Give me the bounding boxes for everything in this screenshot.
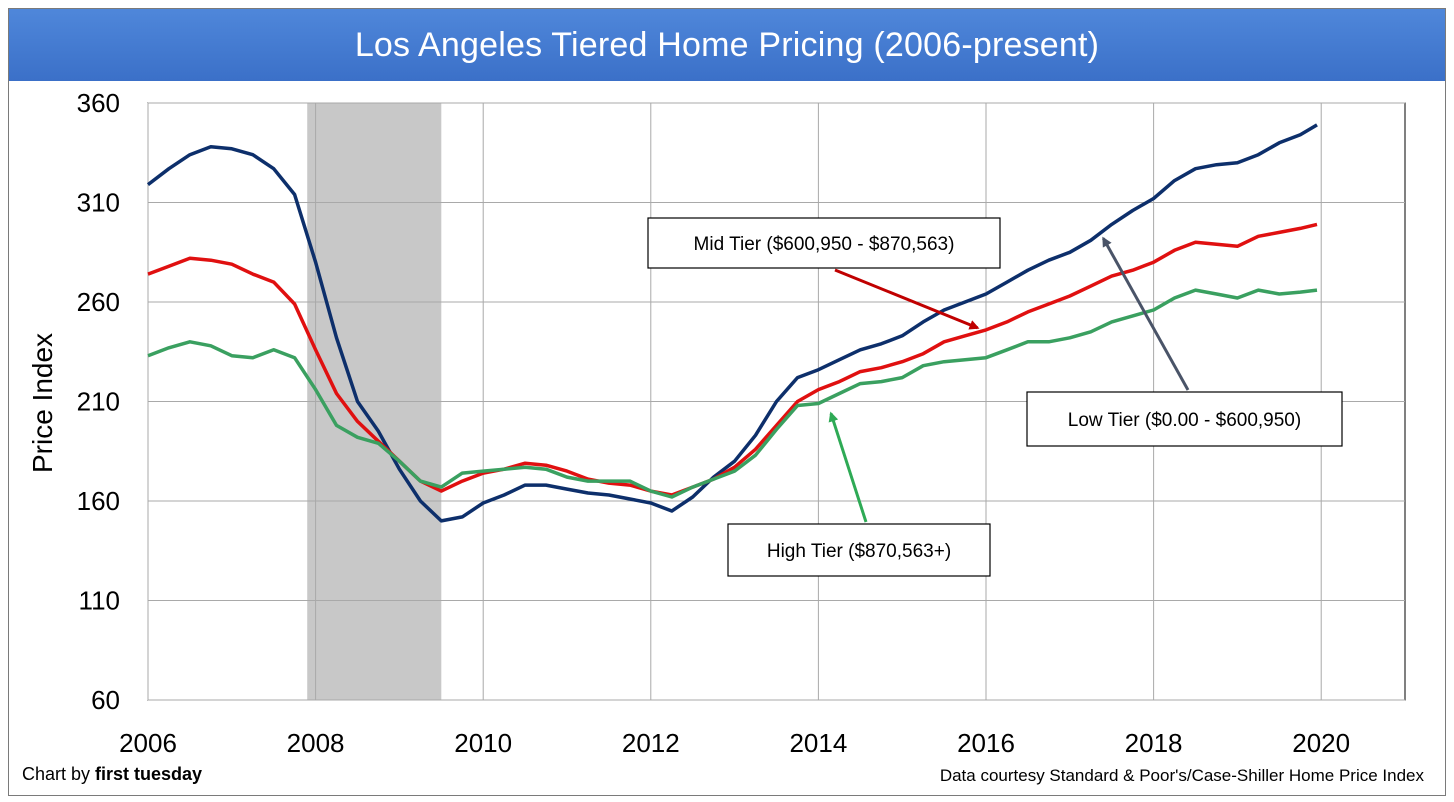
x-tick-label: 2010 xyxy=(454,728,512,758)
annotation-label: High Tier ($870,563+) xyxy=(767,541,951,562)
axes: 60 110 160 210 260 310 360 2006 2008 2010 2012 2014… xyxy=(77,88,1351,758)
credit-name: first tuesday xyxy=(95,764,203,784)
y-tick-label: 360 xyxy=(77,88,120,118)
series-line-low-tier xyxy=(146,123,1318,523)
x-tick-label: 2008 xyxy=(287,728,345,758)
y-tick-label: 310 xyxy=(77,188,120,218)
x-tick-label: 2018 xyxy=(1125,728,1183,758)
y-tick-label: 260 xyxy=(77,287,120,317)
annotation-arrow xyxy=(834,268,980,330)
annotation-box xyxy=(1026,391,1343,447)
y-tick-label: 160 xyxy=(77,486,120,516)
chart-title: Los Angeles Tiered Home Pricing (2006-pr… xyxy=(354,25,1100,64)
x-tick-label: 2006 xyxy=(119,728,177,758)
y-tick-label: 60 xyxy=(91,685,120,715)
x-tick-label: 2014 xyxy=(789,728,847,758)
y-tick-label: 110 xyxy=(79,586,120,616)
annotation-label: Low Tier ($0.00 - $600,950) xyxy=(1068,410,1301,431)
annotation-arrow xyxy=(828,411,868,523)
annotation-box xyxy=(647,217,1001,269)
annotation-box xyxy=(727,523,991,577)
chart-title-bar: Los Angeles Tiered Home Pricing (2006-pr… xyxy=(9,9,1445,81)
annotation-arrow xyxy=(1102,236,1190,391)
series-lines xyxy=(146,123,1318,523)
annotations: Mid Tier ($600,950 - $870,563) Low Tier (… xyxy=(647,217,1343,577)
y-tick-label: 210 xyxy=(77,387,120,417)
gridlines xyxy=(147,102,1405,701)
annotation-label: Mid Tier ($600,950 - $870,563) xyxy=(694,234,955,255)
x-tick-label: 2016 xyxy=(957,728,1015,758)
credit-prefix: Chart by xyxy=(22,764,96,784)
x-tick-label: 2012 xyxy=(622,728,680,758)
chart-credit: Chart by first tuesday xyxy=(22,764,202,785)
x-tick-label: 2020 xyxy=(1292,728,1350,758)
data-source: Data courtesy Standard & Poor's/Case-Shi… xyxy=(939,766,1424,785)
series-line-high-tier xyxy=(147,288,1318,499)
series-line-mid-tier xyxy=(147,222,1318,497)
y-axis-label: Price Index xyxy=(27,333,58,473)
